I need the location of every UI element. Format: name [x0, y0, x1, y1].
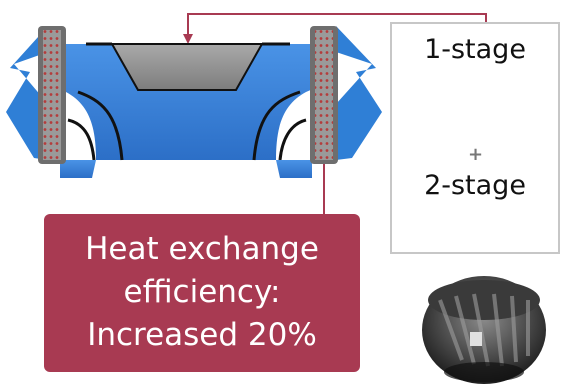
- stage2-label: 2-stage: [424, 170, 526, 201]
- left-perforated-frame: [38, 26, 66, 164]
- connector-line-top: [187, 13, 487, 36]
- callout-line-2: efficiency:: [123, 274, 281, 310]
- main-unit: [54, 42, 338, 178]
- impeller-image: [422, 276, 546, 384]
- callout-line-1: Heat exchange: [85, 231, 319, 267]
- main-duct: [54, 44, 338, 160]
- callout-line-3: Increased 20%: [87, 317, 317, 353]
- stage1-label: 1-stage: [424, 34, 526, 65]
- right-air-arrow: [336, 26, 382, 160]
- right-perforated-frame: [310, 26, 338, 164]
- plus-sign: +: [468, 144, 484, 165]
- stage-comparison-panel: [390, 22, 560, 254]
- efficiency-callout: Heat exchange efficiency: Increased 20%: [44, 214, 360, 372]
- main-core: [110, 43, 264, 91]
